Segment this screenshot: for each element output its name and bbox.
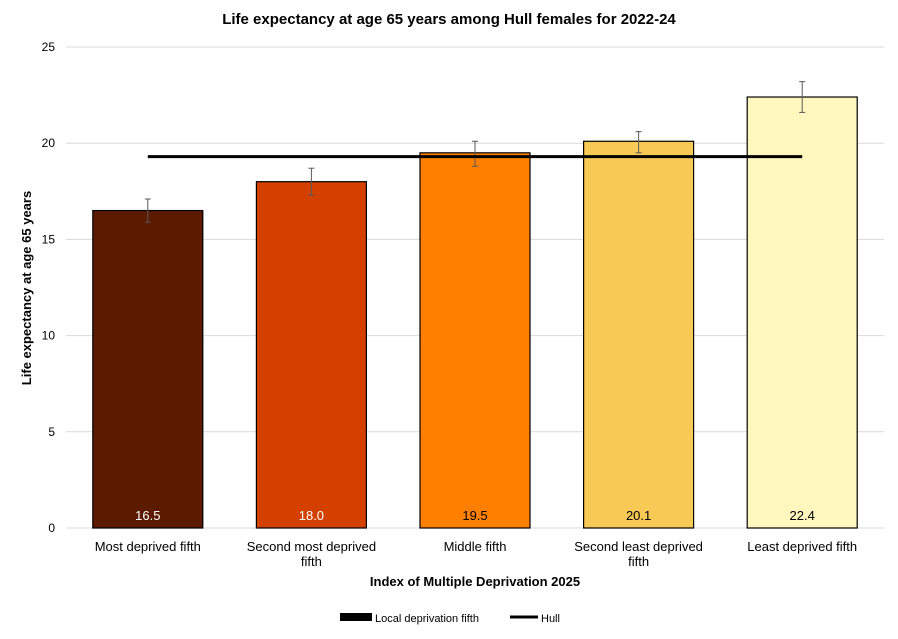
- x-tick-label: Middle fifth: [444, 539, 507, 554]
- y-tick-label: 25: [42, 40, 56, 54]
- chart-title: Life expectancy at age 65 years among Hu…: [222, 11, 676, 28]
- x-tick-label: fifth: [301, 554, 322, 569]
- data-label: 20.1: [626, 508, 651, 523]
- x-tick-label: Most deprived fifth: [95, 539, 201, 554]
- y-tick-label: 15: [42, 232, 56, 246]
- y-axis-label: Life expectancy at age 65 years: [19, 191, 34, 385]
- bar: [582, 140, 695, 529]
- bar: [419, 152, 531, 529]
- data-label: 18.0: [299, 508, 324, 523]
- bar: [255, 181, 367, 529]
- legend: Local deprivation fifth Hull: [340, 613, 560, 625]
- x-tick-label: Second least deprived: [574, 539, 703, 554]
- x-axis-label: Index of Multiple Deprivation 2025: [370, 574, 580, 589]
- legend-swatch-local: [340, 613, 372, 621]
- legend-label-local: Local deprivation fifth: [375, 613, 479, 625]
- y-tick-label: 5: [48, 425, 55, 439]
- legend-label-hull: Hull: [541, 613, 560, 625]
- x-tick-label: Second most deprived: [247, 539, 376, 554]
- y-tick-label: 0: [48, 521, 55, 535]
- data-label: 22.4: [790, 508, 815, 523]
- data-label: 16.5: [135, 508, 160, 523]
- y-tick-label: 20: [42, 136, 56, 150]
- y-tick-label: 10: [42, 329, 56, 343]
- data-label: 19.5: [462, 508, 487, 523]
- bar: [92, 209, 204, 529]
- x-tick-label: Least deprived fifth: [747, 539, 857, 554]
- bar: [746, 96, 858, 529]
- x-tick-label: fifth: [628, 554, 649, 569]
